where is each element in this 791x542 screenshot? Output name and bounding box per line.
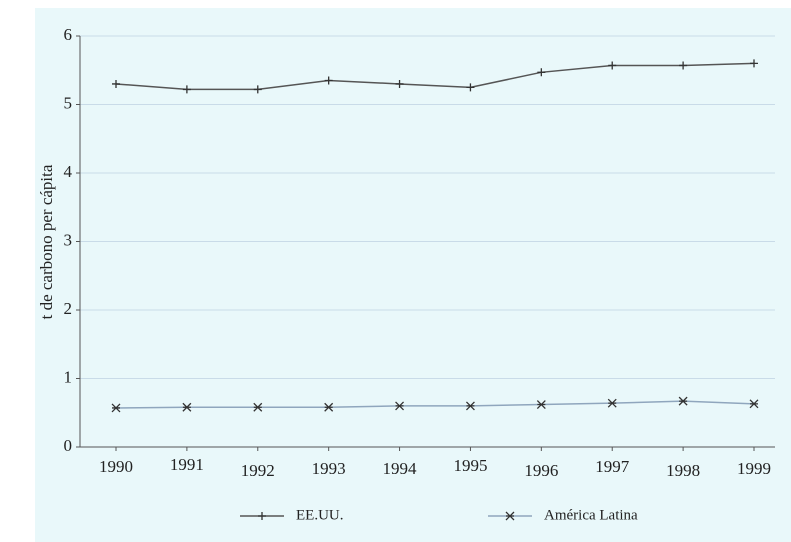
marker [465, 401, 475, 411]
marker [258, 512, 266, 520]
marker [324, 76, 333, 85]
x-tick-label: 1992 [241, 461, 275, 480]
marker [466, 83, 475, 92]
marker [537, 68, 546, 77]
legend-label: EE.UU. [296, 507, 344, 523]
y-tick-label: 5 [64, 93, 73, 112]
y-tick-label: 2 [64, 299, 73, 318]
marker [253, 402, 263, 412]
marker [749, 399, 759, 409]
y-tick-label: 4 [64, 162, 73, 181]
legend-label: América Latina [544, 507, 638, 523]
x-tick-label: 1993 [312, 459, 346, 478]
y-tick-label: 6 [64, 25, 73, 44]
x-tick-label: 1998 [666, 461, 700, 480]
marker [182, 85, 191, 94]
marker [505, 511, 515, 521]
legend-item: EE.UU. [240, 507, 344, 523]
x-tick-label: 1997 [595, 457, 630, 476]
y-tick-label: 0 [64, 436, 73, 455]
x-tick-label: 1994 [383, 459, 418, 478]
x-tick-label: 1999 [737, 459, 771, 478]
marker [607, 398, 617, 408]
y-tick-label: 1 [64, 367, 73, 386]
marker [182, 402, 192, 412]
y-axis-label: t de carbono per cápita [37, 164, 56, 319]
marker [395, 401, 405, 411]
x-tick-label: 1995 [453, 456, 487, 475]
marker [750, 59, 758, 68]
marker [679, 61, 688, 70]
marker [395, 79, 404, 88]
marker [536, 400, 546, 409]
legend-item: América Latina [488, 507, 638, 523]
marker [111, 403, 121, 413]
marker [608, 61, 617, 70]
series-line [115, 400, 755, 409]
series-line [115, 62, 755, 91]
marker [112, 79, 120, 88]
x-tick-label: 1996 [524, 461, 558, 480]
marker [324, 402, 334, 412]
x-tick-label: 1991 [170, 455, 204, 474]
chart-background [35, 8, 791, 542]
x-tick-label: 1990 [99, 457, 133, 476]
y-tick-label: 3 [64, 230, 73, 249]
marker [678, 396, 688, 406]
marker [253, 85, 262, 94]
